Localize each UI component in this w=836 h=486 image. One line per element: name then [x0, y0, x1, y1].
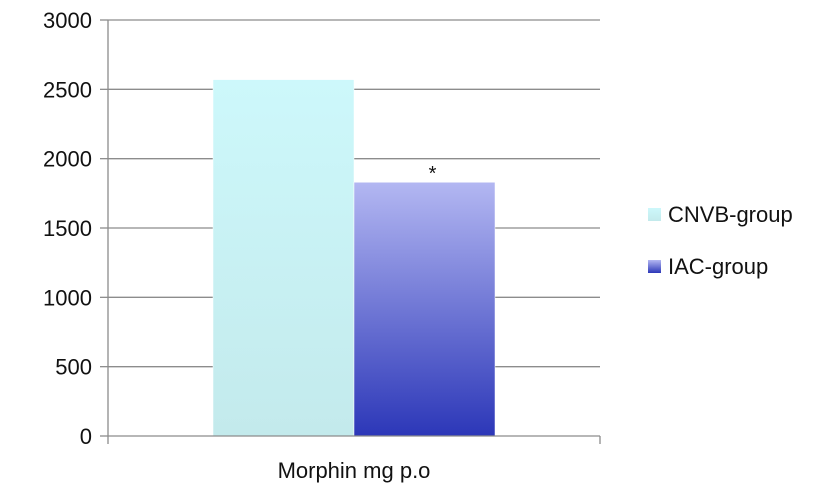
- legend-label: IAC-group: [668, 254, 768, 279]
- legend-swatch: [648, 260, 661, 273]
- bar-cnvb-group: [212, 79, 355, 437]
- y-tick-label: 1500: [43, 216, 92, 241]
- bar-iac-group: [353, 181, 496, 437]
- y-tick-label: 0: [80, 424, 92, 449]
- y-tick-label: 500: [55, 355, 92, 380]
- y-tick-label: 2500: [43, 77, 92, 102]
- labels: 0 500 1000 1500 2000 2500 3000 * Morphin mg p.o: [43, 8, 437, 483]
- x-category-label: Morphin mg p.o: [278, 458, 431, 483]
- legend: CNVB-group IAC-group: [648, 202, 793, 279]
- significance-marker: *: [429, 163, 437, 185]
- legend-swatch: [648, 208, 661, 221]
- legend-label: CNVB-group: [668, 202, 793, 227]
- bars: [212, 79, 496, 437]
- axes: [100, 19, 601, 444]
- y-tick-label: 1000: [43, 285, 92, 310]
- y-tick-label: 3000: [43, 8, 92, 33]
- y-tick-label: 2000: [43, 147, 92, 172]
